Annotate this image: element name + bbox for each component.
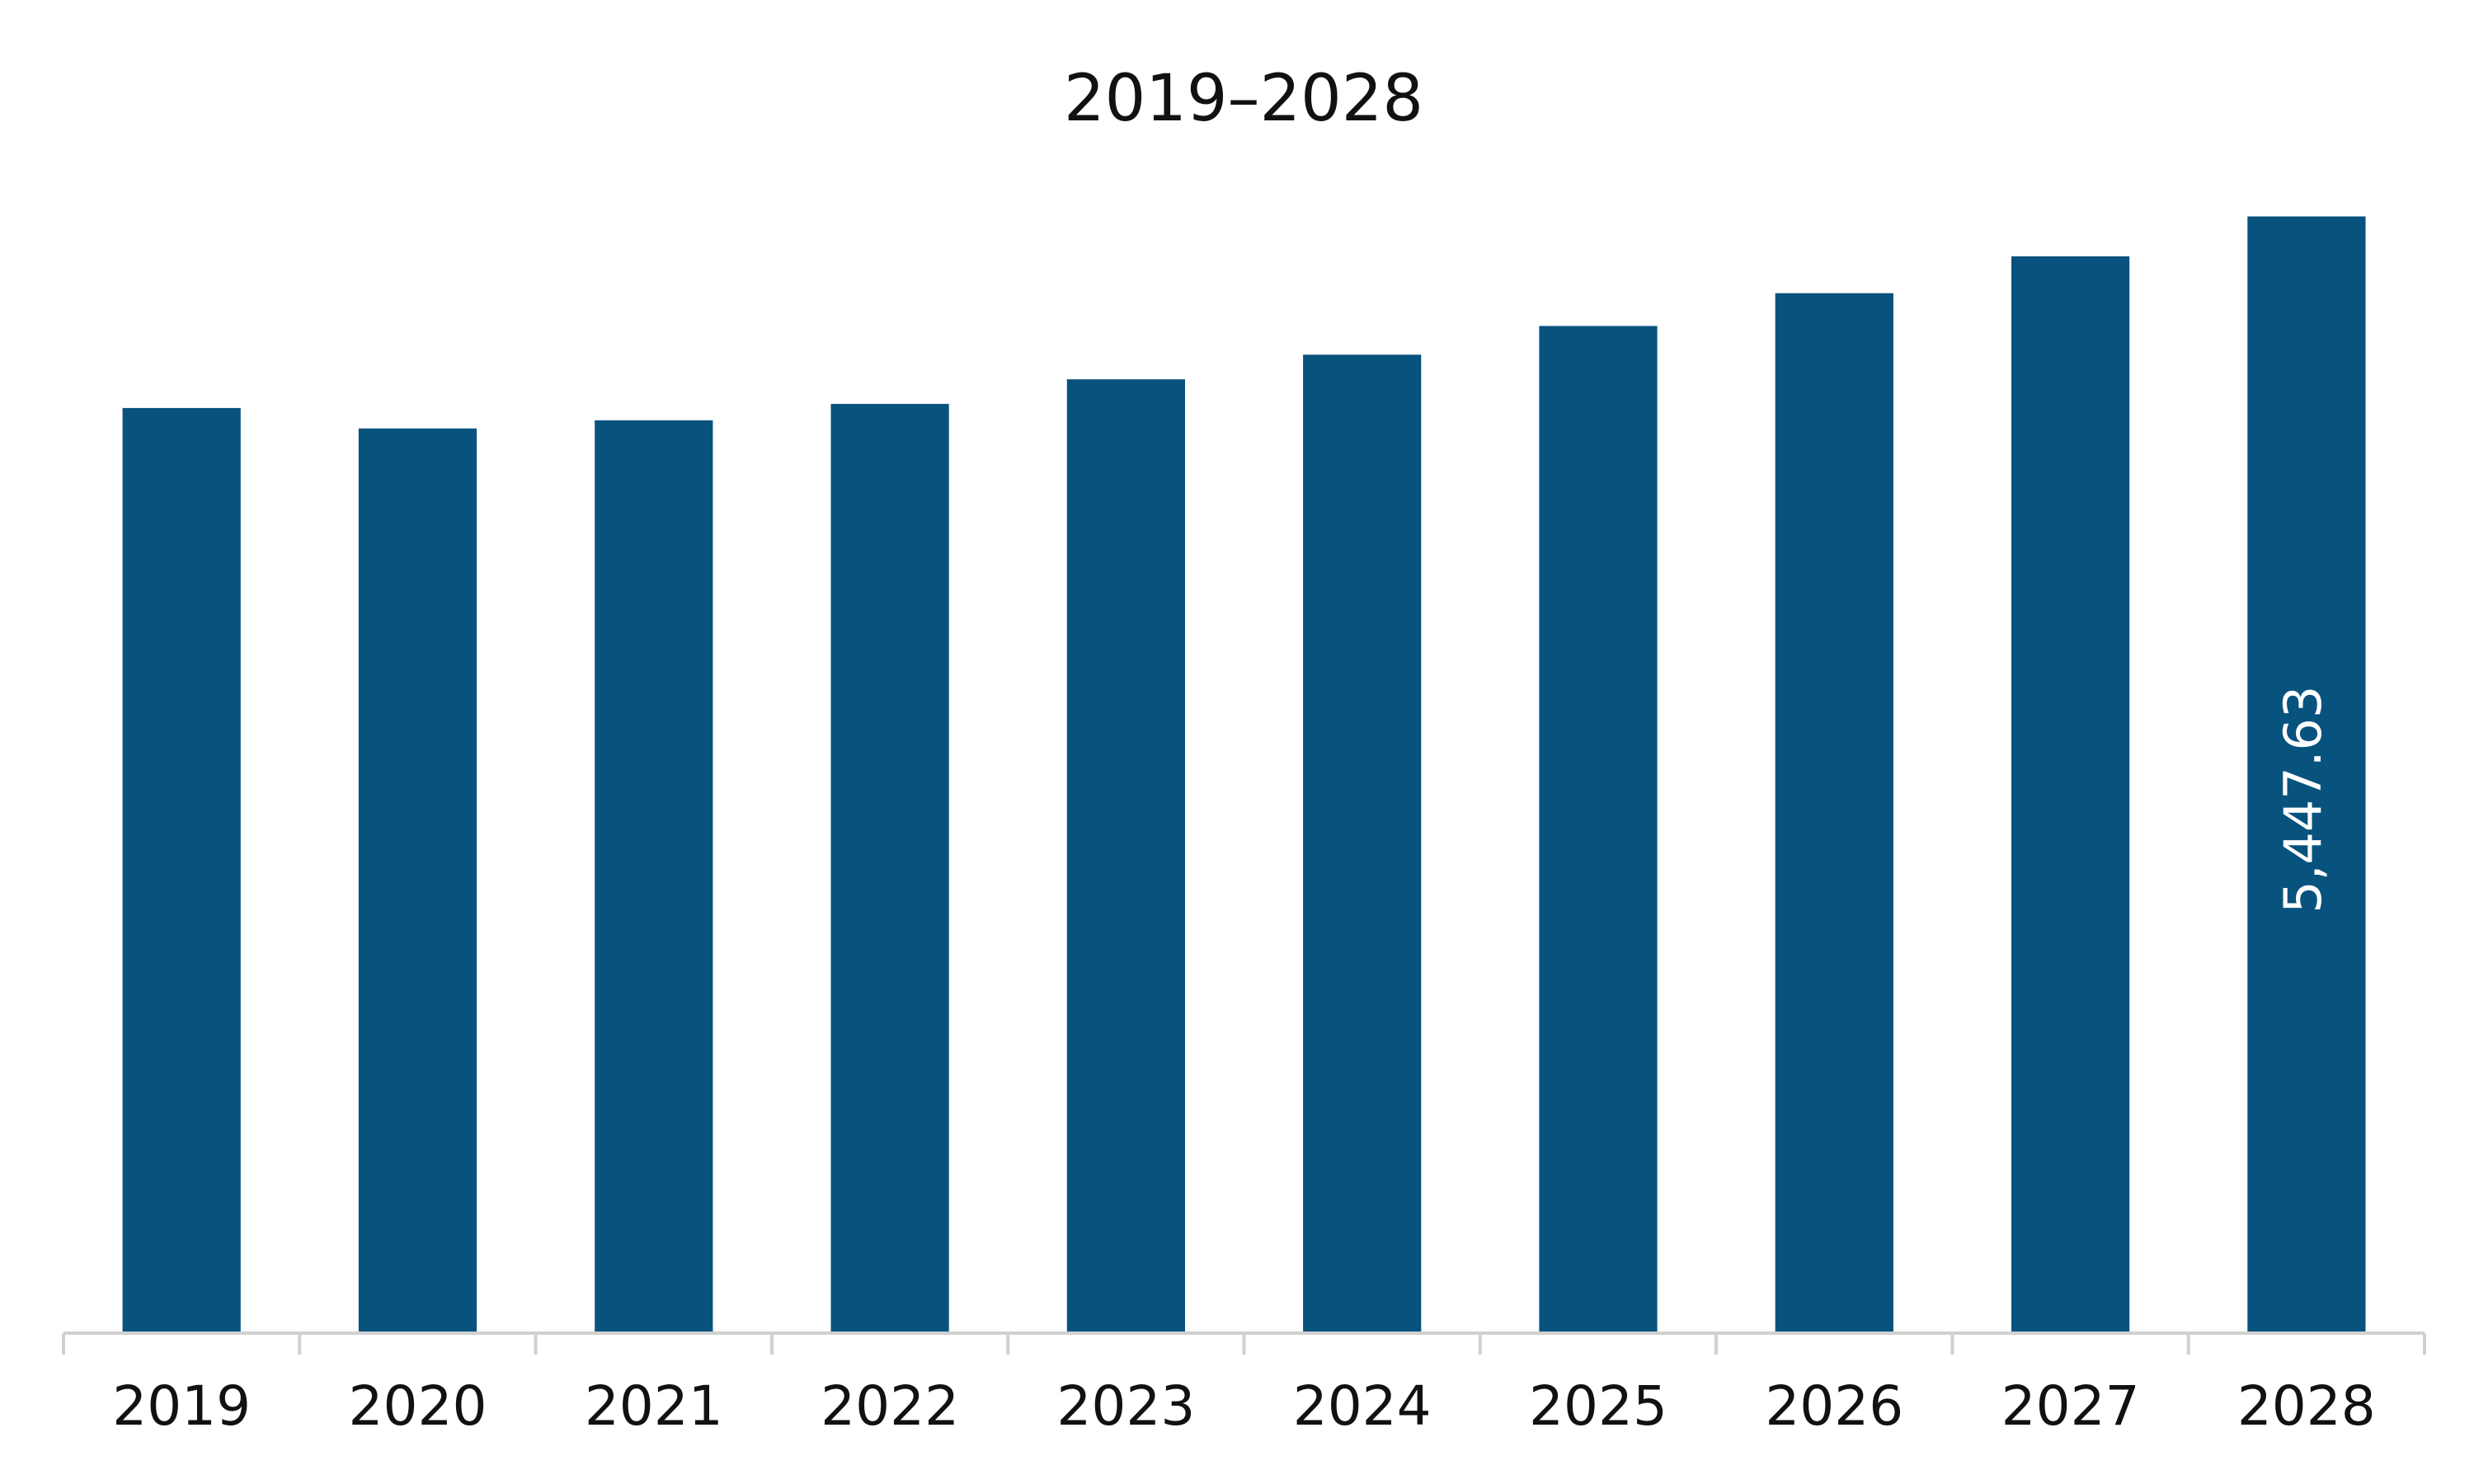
x-tick-label-2020: 2020: [349, 1374, 487, 1438]
x-tick-label-2024: 2024: [1293, 1374, 1432, 1438]
x-tick-label-2019: 2019: [112, 1374, 251, 1438]
x-tick-label-2023: 2023: [1056, 1374, 1195, 1438]
bars-group: [122, 216, 2366, 1334]
bar-2024: [1303, 355, 1422, 1334]
bar-2023: [1066, 379, 1185, 1334]
x-tick-label-2025: 2025: [1529, 1374, 1667, 1438]
bar-2027: [2011, 256, 2130, 1333]
bar-2025: [1539, 326, 1658, 1333]
x-tick-label-2027: 2027: [2001, 1374, 2140, 1438]
x-tick-label-2021: 2021: [585, 1374, 723, 1438]
bar-2021: [595, 420, 713, 1333]
labels-group: 5,447.63: [2273, 686, 2333, 913]
bar-2026: [1775, 293, 1893, 1334]
bar-2022: [830, 403, 949, 1333]
chart-title: 2019–2028: [1064, 62, 1423, 136]
x-tick-label-2026: 2026: [1765, 1374, 1903, 1438]
bar-2020: [358, 428, 477, 1334]
data-label-2028: 5,447.63: [2273, 686, 2333, 913]
x-tick-label-2028: 2028: [2237, 1374, 2376, 1438]
bar-2028: [2247, 216, 2366, 1333]
bar-2019: [122, 407, 241, 1333]
x-axis: 2019 2020 2021 2022 2023 2024 2025 2026 2027 2028: [62, 1331, 2426, 1438]
x-tick-label-2022: 2022: [821, 1374, 959, 1438]
